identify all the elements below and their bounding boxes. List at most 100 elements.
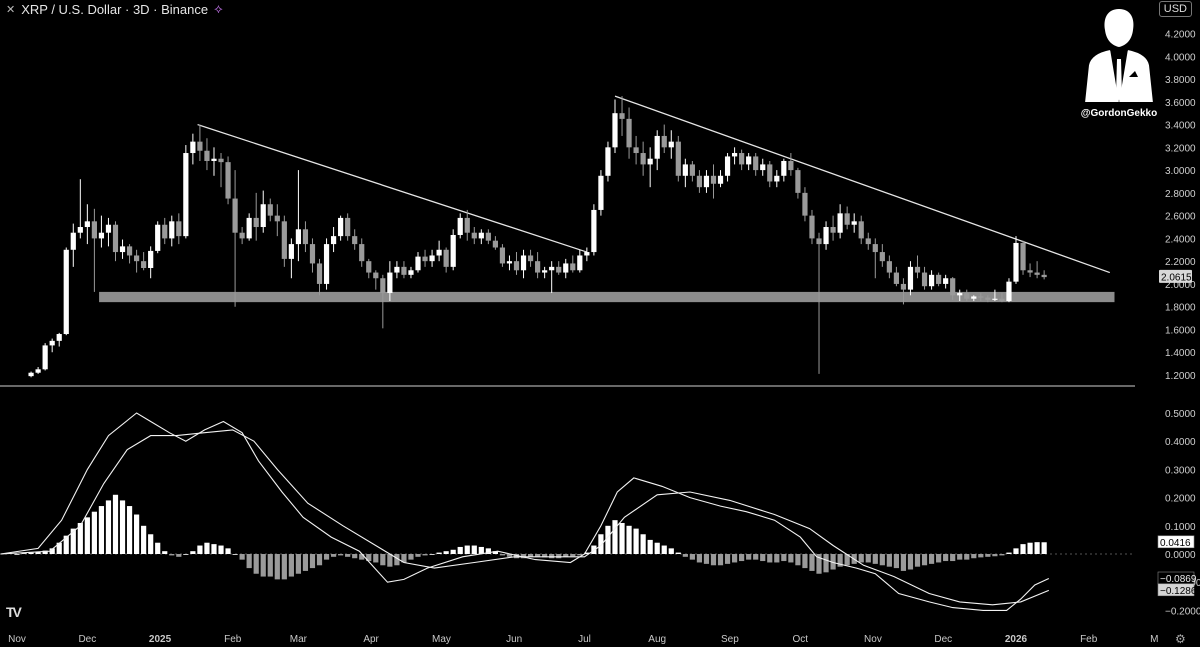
candle-body [563,263,569,273]
histogram-bar [77,522,83,554]
histogram-bar [211,544,217,554]
histogram-bar [218,545,224,554]
histogram-bar [950,554,956,562]
candle-body [274,215,280,222]
histogram-bar [774,554,780,563]
histogram-bar [422,554,428,556]
histogram-value-label: 0.0416 [1160,538,1191,549]
close-icon[interactable]: ✕ [6,3,16,16]
histogram-bar [499,554,506,556]
candle-body [570,263,576,271]
histogram-bar [710,554,717,566]
candle-body [415,256,421,271]
candle-body [605,147,611,176]
histogram-bar [549,554,555,559]
histogram-bar [1027,542,1033,554]
candle-body [401,266,407,275]
histogram-bar [112,494,119,554]
candle-body [921,272,928,287]
candle-body [999,298,1005,302]
time-axis-label: Dec [934,634,952,645]
candle-body [211,158,217,161]
trendline-2 [614,95,1111,274]
histogram-bar [485,548,491,554]
histogram-bar [978,554,984,558]
candle-body [232,198,238,233]
symbol-title[interactable]: XRP / U.S. Dollar · 3D · Binance [21,1,209,17]
currency-button[interactable]: USD [1158,1,1192,17]
candle-body [914,266,921,273]
gear-icon[interactable]: ⚙ [1175,632,1186,646]
histogram-bar [739,554,745,562]
live-feed-icon[interactable]: ⟡ [214,1,223,16]
support-zone [99,291,1115,303]
histogram-bar [21,553,27,554]
candle-body [703,175,710,188]
histogram-bar [844,554,850,566]
candle-body [373,272,379,279]
time-axis-label: Oct [792,634,808,645]
candle-body [696,175,703,188]
histogram-bar [119,500,126,554]
histogram-bar [584,552,590,554]
histogram-bar [84,517,90,554]
tradingview-logo[interactable]: TV [6,604,22,620]
histogram-bar [823,554,829,573]
histogram-bar [281,554,287,580]
histogram-bar [999,554,1005,556]
candle-body [267,204,273,216]
histogram-bar [401,554,407,563]
price-tick-label: 1.2000 [1165,371,1196,382]
price-tick-label: 2.6000 [1165,212,1196,223]
candle-body [190,141,196,154]
histogram-bar [542,554,548,558]
candle-body [1006,281,1012,302]
time-axis-label: Aug [648,634,666,645]
candle-body [63,249,69,335]
histogram-bar [323,554,330,560]
histogram-bar [288,554,294,577]
histogram-bar [105,500,112,554]
histogram-bar [992,554,998,557]
price-tick-label: 3.8000 [1165,75,1196,86]
candle-body [408,270,414,275]
candle-body [1041,274,1047,278]
histogram-bar [520,554,527,559]
macd-tick-label: 0.0000 [1165,550,1196,561]
candle-body [640,153,646,165]
candle-body [710,175,717,184]
histogram-bar [985,554,991,557]
histogram-bar [359,554,365,560]
last-price-badge [1159,269,1192,283]
histogram-bar [330,554,337,557]
histogram-bar [795,554,801,566]
candle-body [485,232,491,241]
candle-body [288,244,294,259]
candle-body [668,141,674,148]
price-tick-label: 1.4000 [1165,348,1196,359]
candle-body [724,156,731,176]
signal-value-badge [1157,583,1195,597]
candle-body [330,236,337,245]
candle-body [879,252,885,262]
candle-body [739,153,745,165]
price-tick-label: 3.6000 [1165,98,1196,109]
candle-body [148,250,154,268]
candle-body [872,244,878,253]
candle-body [246,217,252,239]
histogram-bar [380,554,386,566]
histogram-bar [204,542,210,554]
candle-body [183,153,189,237]
candle-body [928,274,935,287]
symbol-header: ✕ XRP / U.S. Dollar · 3D · Binance ⟡ [6,1,223,17]
time-axis-label: Dec [78,634,96,645]
histogram-bar [464,545,470,554]
histogram-bar [225,548,231,554]
time-axis-label: 2026 [1005,634,1028,645]
histogram-bar [155,542,161,554]
candle-body [323,244,330,284]
candle-body [633,147,639,154]
histogram-bar [682,554,688,557]
histogram-bar [605,525,611,554]
histogram-bar [302,554,309,571]
